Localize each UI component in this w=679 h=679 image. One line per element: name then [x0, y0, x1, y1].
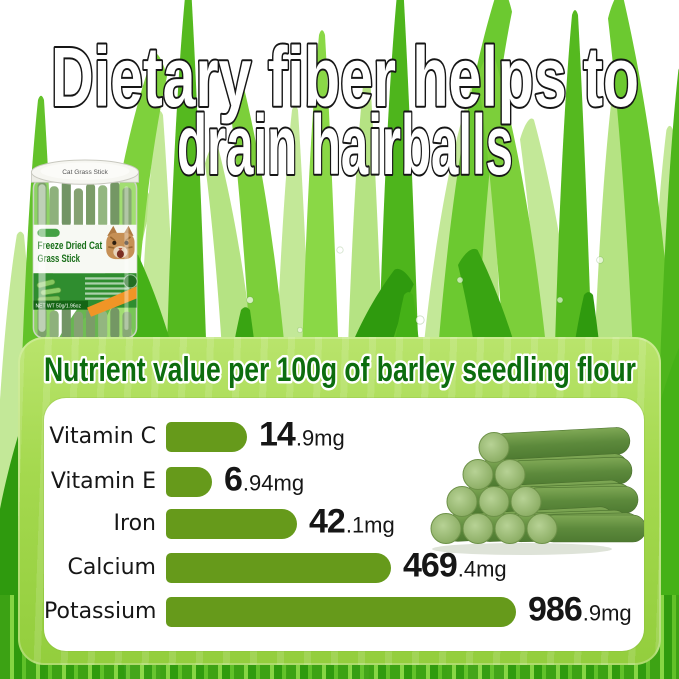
category-label: Vitamin E [50, 469, 156, 494]
panel-title: Nutrient value per 100g of barley seedli… [42, 349, 639, 392]
value-frac-unit: .9mg [582, 600, 632, 626]
sticks-pyramid-image [430, 427, 644, 555]
bar-potassium [166, 597, 516, 627]
cat-photo [106, 225, 135, 260]
jar-label: Freeze Dried Cat Grass Stick [33, 224, 138, 317]
label-title-line1: Freeze Dried Cat [37, 240, 102, 252]
jar-lid-text: Cat Grass Stick [62, 169, 108, 176]
nutrient-chart: Vitamin C 14.9mg Vitamin E 6.94mg Iron 4… [44, 398, 644, 651]
headline-line2: drain hairballs [177, 98, 513, 192]
value-label: 42.1mg [309, 503, 395, 542]
value-int: 469 [403, 546, 458, 585]
value-int: 6 [224, 460, 243, 499]
value-label: 6.94mg [224, 461, 304, 500]
chart-row-vitamin-e: Vitamin E 6.94mg [44, 461, 644, 499]
category-label: Iron [113, 511, 156, 536]
value-int: 14 [259, 415, 296, 454]
bar-vitamin-e [166, 467, 212, 497]
net-weight-strip [33, 300, 89, 310]
category-label: Vitamin C [49, 424, 156, 449]
bar-iron [166, 509, 297, 539]
value-frac-unit: .9mg [295, 425, 345, 451]
value-label: 14.9mg [259, 416, 345, 455]
panel-title-text: Nutrient value per 100g of barley seedli… [44, 351, 636, 389]
orange-ribbon [87, 286, 137, 317]
nutrient-panel: Nutrient value per 100g of barley seedli… [18, 337, 661, 665]
value-label: 469.4mg [403, 547, 507, 586]
jar-lid-top [40, 162, 130, 180]
value-int: 986 [528, 590, 583, 629]
headline-line1: Dietary fiber helps to [51, 30, 639, 124]
product-jar-graphic: Cat Grass Stick Freeze Dried Cat Grass S… [30, 159, 140, 339]
headline: Dietary fiber helps to drain hairballs [49, 28, 641, 194]
value-frac-unit: .94mg [242, 470, 305, 496]
glass-highlight-right [124, 186, 129, 330]
product-jar: Cat Grass Stick Freeze Dried Cat Grass S… [28, 158, 142, 340]
bar-vitamin-c [166, 422, 247, 452]
chart-row-potassium: Potassium 986.9mg [44, 591, 644, 629]
stick-end-caps [430, 432, 558, 544]
chart-row-calcium: Calcium 469.4mg [44, 547, 644, 585]
bar-calcium [166, 553, 391, 583]
label-round-badge [123, 274, 138, 289]
jar-sticks-top [37, 180, 132, 229]
chart-row-vitamin-c: Vitamin C 14.9mg [44, 416, 644, 454]
label-title-line2: Grass Stick [37, 253, 80, 265]
chart-row-iron: Iron 42.1mg [44, 503, 644, 541]
net-weight-text: NET WT 50g/1.96oz [35, 304, 81, 310]
category-label: Calcium [67, 555, 156, 580]
category-label: Potassium [44, 599, 157, 624]
value-frac-unit: .4mg [457, 556, 507, 582]
glass-highlight [38, 184, 46, 332]
value-int: 42 [309, 502, 346, 541]
value-label: 986.9mg [528, 591, 632, 630]
label-fine-print-lines [85, 277, 130, 300]
value-frac-unit: .1mg [345, 512, 395, 538]
